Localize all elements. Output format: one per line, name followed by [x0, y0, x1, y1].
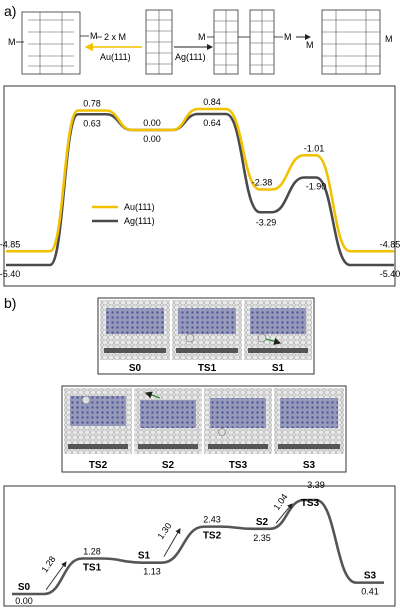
ag-energy-label: -5.40: [0, 269, 20, 279]
snapshot-row-2: TS2 S2 TS3 S3: [61, 385, 347, 473]
state-name-label: S1: [138, 551, 151, 562]
m-label: M: [8, 37, 16, 47]
legend-au-label: Au(111): [124, 202, 155, 212]
snapshot-label: S0: [129, 363, 142, 374]
state-energy-label: 3.39: [307, 480, 325, 490]
snapshot-label: TS2: [89, 460, 108, 471]
m-label: M: [198, 32, 206, 42]
ag-arrow-label: Ag(111): [175, 52, 206, 62]
panel-b-label: b): [4, 295, 16, 311]
molecule-reactant: [145, 9, 173, 75]
state-energy-label: 1.28: [83, 547, 101, 557]
legend-ag-label: Ag(111): [124, 216, 155, 226]
au-energy-label: 0.84: [203, 97, 221, 107]
state-name-label: TS1: [83, 563, 102, 574]
energy-chart-a: -4.85 0.78 0.00 0.84 -2.38 -1.01 -4.85 -5.40 0.6…: [0, 97, 400, 279]
snapshot-s2: S2: [134, 388, 202, 471]
series-au-line: [6, 107, 394, 253]
barrier-arrow: [163, 528, 181, 557]
ag-energy-label: 0.63: [83, 118, 101, 128]
state-energy-label: 2.43: [203, 515, 221, 525]
ag-energy-label: 0.00: [143, 134, 161, 144]
state-name-label: S0: [18, 582, 31, 593]
barrier-arrow: [45, 561, 67, 591]
snapshot-label: S2: [162, 460, 175, 471]
snapshot-s3: S3: [274, 388, 344, 471]
state-name-label: S3: [364, 571, 377, 582]
reaction-scheme: M M 2 x M Au(111) Ag(111) M M: [8, 9, 393, 75]
m-label: M: [284, 32, 292, 42]
m-label: M: [90, 31, 98, 41]
snapshot-ts1: TS1: [172, 300, 242, 374]
molecule-ag-product: M M: [198, 9, 292, 75]
au-arrow-label: Au(111): [100, 52, 131, 62]
au-energy-label: -4.85: [0, 239, 20, 249]
m-label: M: [306, 40, 314, 50]
snapshot-s1: S1: [244, 300, 312, 374]
au-energy-label: -1.01: [304, 143, 325, 153]
snapshot-label: TS1: [198, 363, 217, 374]
barrier-arrow: [275, 503, 293, 524]
snapshot-label: S1: [272, 363, 285, 374]
panel-a-label: a): [4, 3, 16, 19]
au-energy-label: -4.85: [380, 239, 400, 249]
state-name-label: S2: [256, 517, 269, 528]
snapshot-label: TS3: [229, 460, 248, 471]
ag-energy-label: -1.90: [306, 182, 327, 192]
energy-chart-b-frame: [3, 485, 396, 607]
state-energy-label: 2.35: [253, 533, 271, 543]
state-name-label: TS2: [203, 531, 222, 542]
ag-energy-label: -3.29: [256, 217, 277, 227]
molecule-au-product: M M: [8, 11, 98, 75]
legend-a: Au(111) Ag(111): [92, 202, 155, 226]
m-label: M: [385, 34, 393, 44]
au-energy-label: -2.38: [252, 178, 273, 188]
state-energy-label: 1.13: [143, 567, 161, 577]
ag-energy-label: 0.64: [203, 118, 221, 128]
state-name-label: TS3: [301, 498, 320, 509]
au-energy-label: 0.00: [143, 118, 161, 128]
snapshot-ts2: TS2: [64, 388, 132, 471]
molecule-final-product: M M: [306, 9, 393, 75]
state-energy-label: 0.00: [15, 596, 33, 606]
snapshot-ts3: TS3: [204, 388, 272, 471]
energy-profile-line: [12, 498, 384, 596]
snapshot-label: S3: [303, 460, 316, 471]
state-energy-label: 0.41: [361, 587, 379, 597]
ag-energy-label: -5.40: [380, 269, 400, 279]
snapshot-s0: S0: [100, 300, 170, 374]
two-x-m-label: 2 x M: [104, 32, 126, 42]
snapshot-row-1: S0 TS1 S1: [97, 297, 315, 375]
au-energy-label: 0.78: [83, 99, 101, 109]
